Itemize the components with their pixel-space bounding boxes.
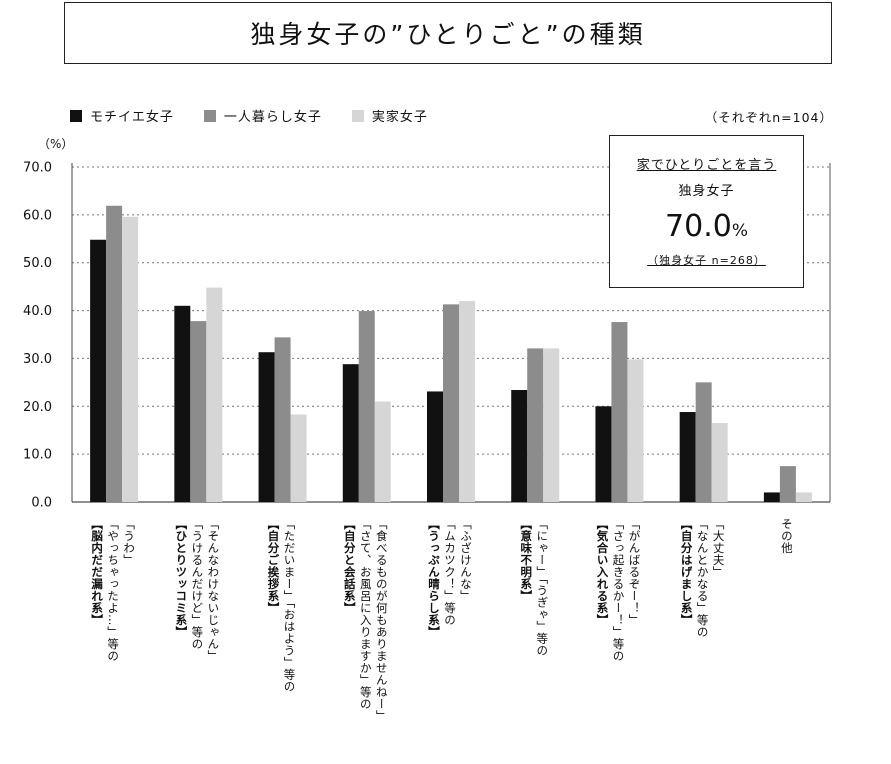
x-category-label: 「がんばるぞー！」 <box>627 518 641 626</box>
x-category-label: 「さて、お風呂に入りますか」等の <box>359 518 373 710</box>
x-category-label: 「ふざけんな」 <box>459 518 473 602</box>
x-category-label: 「そんなわけないじゃん」 <box>206 518 220 662</box>
x-category-label: 【自分ご挨拶系】 <box>267 518 281 614</box>
bar <box>290 414 307 502</box>
legend-swatch-mochiie <box>70 109 82 122</box>
legend-swatch-hitorigurashi <box>203 109 216 122</box>
x-category-label: 【自分はげまし系】 <box>680 518 694 626</box>
x-category-label: 「うわ」 <box>122 518 136 566</box>
bar <box>90 239 107 502</box>
sample-size-note: （それぞれn=104） <box>704 110 833 125</box>
legend-label-jikka: 実家女子 <box>371 110 428 125</box>
x-category-label: 【意味不明系】 <box>519 518 533 602</box>
callout-line2: 独身女子 <box>678 184 735 199</box>
y-tick-label: 60.0 <box>23 208 52 223</box>
y-tick-label: 20.0 <box>23 400 52 415</box>
bar <box>427 391 443 502</box>
x-category-label: 「やっちゃったよ…」等の <box>106 518 120 662</box>
bar <box>274 337 291 502</box>
callout-note: （独身女子 n=268） <box>647 254 766 267</box>
chart-title: 独身女子の”ひとりごと”の種類 <box>250 20 646 49</box>
x-category-label: 【脳内だだ漏れ系】 <box>90 518 104 626</box>
x-category-label: 【気合い入れる系】 <box>595 518 609 626</box>
y-tick-label: 50.0 <box>23 256 52 271</box>
bar <box>627 359 644 502</box>
bar <box>206 287 223 502</box>
legend-label-mochiie: モチイエ女子 <box>90 110 174 125</box>
bar <box>374 401 391 502</box>
callout-unit: % <box>731 221 748 241</box>
chart-title-box: 独身女子の”ひとりごと”の種類 <box>64 2 832 64</box>
bar <box>443 304 459 502</box>
legend-item-hitorigurashi: 一人暮らし女子 <box>203 106 322 125</box>
y-tick-label: 40.0 <box>23 304 52 319</box>
callout-value: 70.0% <box>610 209 803 244</box>
bar <box>779 466 796 502</box>
legend-swatch-jikka <box>351 109 364 122</box>
x-category-label: 【うっぷん晴らし系】 <box>427 518 441 638</box>
bar <box>358 311 375 502</box>
x-category-label: 「ムカツク！」等の <box>443 518 457 626</box>
y-tick-label: 30.0 <box>23 352 52 367</box>
summary-callout: 家でひとりごとを言う 独身女子 70.0% （独身女子 n=268） <box>609 135 804 288</box>
y-tick-label: 10.0 <box>23 448 52 463</box>
legend-item-jikka: 実家女子 <box>351 106 428 125</box>
x-category-label: 「ただいまー」「おはよう」等の <box>283 518 297 692</box>
legend: モチイエ女子 一人暮らし女子 実家女子 <box>70 106 428 125</box>
callout-number: 70.0 <box>665 209 732 244</box>
x-category-label: 「さっ起きるかー！」等の <box>611 518 625 662</box>
x-category-label: 「食べるものが何もありませんねー」 <box>375 518 389 722</box>
callout-line1: 家でひとりごとを言う <box>636 158 777 173</box>
x-category-label: 「にゃー」「うぎゃ」等の <box>535 518 549 656</box>
bar <box>679 412 696 502</box>
bar <box>795 492 812 502</box>
legend-item-mochiie: モチイエ女子 <box>70 106 174 125</box>
x-category-label: 「なんとかなる」等の <box>696 518 710 638</box>
x-category-label: 「うけるんだけど」等の <box>190 518 204 650</box>
bar <box>711 423 728 502</box>
x-category-label: 【自分と会話系】 <box>343 518 357 614</box>
x-category-label: 「大丈夫」 <box>712 518 726 578</box>
legend-label-hitorigurashi: 一人暮らし女子 <box>223 110 322 125</box>
bar <box>527 348 544 502</box>
bar <box>459 301 475 502</box>
bar <box>190 321 207 502</box>
x-category-label: その他 <box>780 518 794 554</box>
y-tick-label: 0.0 <box>31 496 52 511</box>
bar <box>511 390 528 502</box>
bar <box>763 492 780 502</box>
y-tick-label: 70.0 <box>23 161 52 176</box>
y-axis-title: （%） <box>38 137 74 151</box>
bar <box>122 216 139 502</box>
bar <box>695 382 712 502</box>
bar <box>106 205 123 502</box>
x-category-label: 【ひとりツッコミ系】 <box>174 518 188 638</box>
bar <box>595 406 612 502</box>
bar <box>342 364 359 502</box>
bar <box>174 305 191 502</box>
bar <box>611 322 628 502</box>
bar <box>258 352 275 502</box>
bar <box>543 348 560 502</box>
